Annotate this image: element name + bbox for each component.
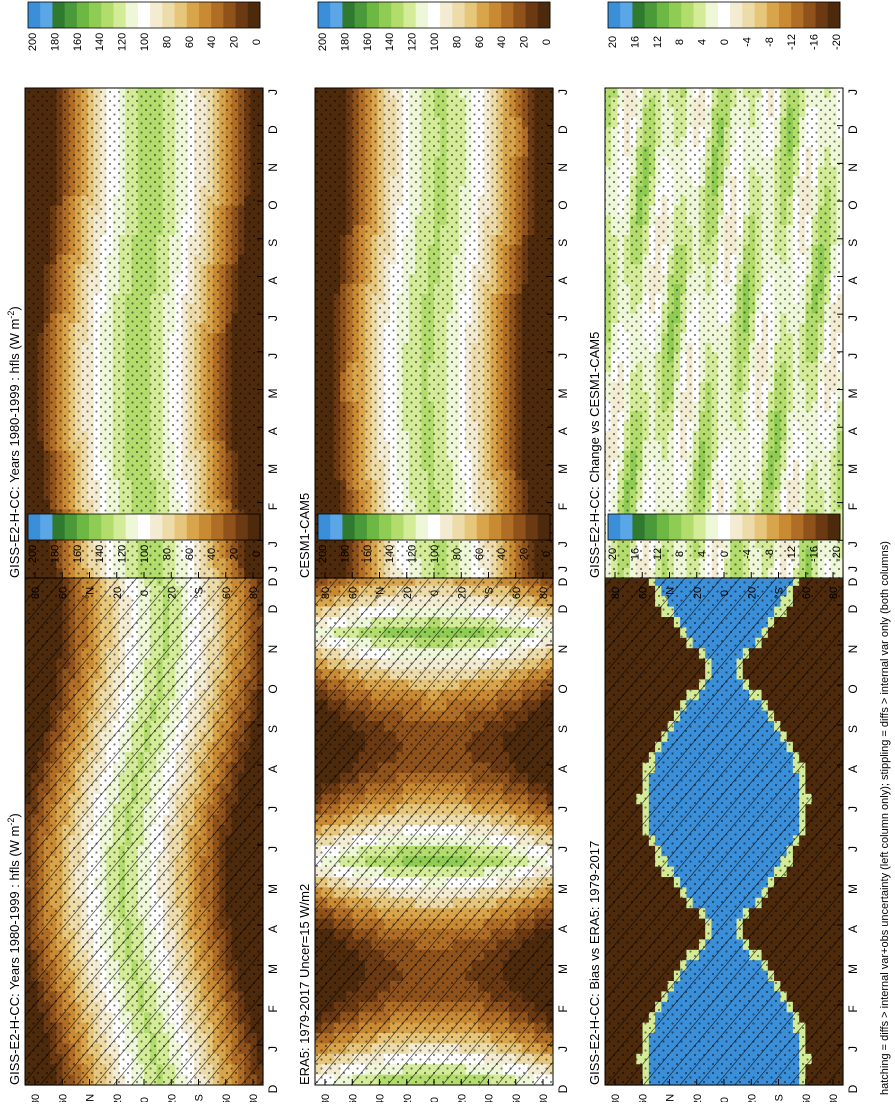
- month-tick-label: J: [266, 566, 280, 572]
- month-tick-label: N: [266, 645, 280, 654]
- lat-tick-label: °S: [194, 1094, 206, 1102]
- month-tick-label: F: [556, 1005, 570, 1012]
- lat-tick-label: 0: [139, 1097, 151, 1102]
- month-tick-label: M: [266, 884, 280, 894]
- lat-tick-label: 60: [221, 1094, 233, 1102]
- month-tick-label: M: [266, 964, 280, 974]
- month-tick-label: J: [266, 806, 280, 812]
- month-tick-label: A: [556, 925, 570, 933]
- lat-tick-label: 20: [112, 1094, 124, 1102]
- title-superscript: -2: [6, 818, 16, 826]
- month-tick-label: A: [266, 925, 280, 933]
- heatmap-panel-2: D J F M A M J J A S O N D J 80 60 40 20 0 20 40 60 80 ERA5: 197…: [297, 565, 570, 1102]
- lat-tick-label: 80: [248, 1094, 260, 1102]
- lat-tick-label: 20: [166, 1094, 178, 1102]
- month-tick-label: J: [556, 566, 570, 572]
- panel-title: ERA5: 1979-2017 Uncer=15 W/m2: [297, 884, 312, 1085]
- lat-tick-label: 0: [429, 1097, 441, 1102]
- month-tick-label: J: [266, 846, 280, 852]
- month-tick-label: F: [266, 1005, 280, 1012]
- hatch-overlay: [25, 565, 263, 1085]
- title-tail: ): [7, 813, 22, 817]
- lat-tick-label: 60: [347, 1094, 359, 1102]
- lat-tick-label: 40: [375, 1094, 387, 1102]
- month-tick-label: D: [266, 604, 280, 613]
- heatmap-panel-1: D J F M A M J J A S O N D J 80 60 °N 20 0 20 °S 60 80 GISS-E2-H…: [6, 565, 280, 1102]
- month-tick-label: D: [266, 1084, 280, 1093]
- month-tick-label: A: [556, 765, 570, 773]
- month-tick-label: J: [556, 1046, 570, 1052]
- month-tick-label: A: [266, 765, 280, 773]
- month-tick-label: S: [556, 725, 570, 733]
- lat-tick-label: °N: [85, 1094, 97, 1102]
- month-tick-label: S: [266, 725, 280, 733]
- lat-tick-label: 40: [484, 1094, 496, 1102]
- hatch-overlay: [315, 565, 553, 1085]
- lat-tick-label: 80: [30, 1094, 42, 1102]
- lat-tick-label: 80: [538, 1094, 550, 1102]
- month-tick-label: M: [556, 964, 570, 974]
- panel-title: GISS-E2-H-CC: Years 1980-1999 : hfls (W …: [6, 813, 22, 1085]
- month-tick-label: D: [556, 1084, 570, 1093]
- month-tick-label: D: [556, 604, 570, 613]
- lat-tick-label: 60: [511, 1094, 523, 1102]
- lat-tick-label: 60: [57, 1094, 69, 1102]
- month-tick-label: N: [556, 645, 570, 654]
- lat-tick-label: 20: [402, 1094, 414, 1102]
- month-tick-label: M: [556, 884, 570, 894]
- month-tick-label: O: [556, 684, 570, 693]
- month-tick-label: J: [556, 806, 570, 812]
- month-tick-label: O: [266, 684, 280, 693]
- lat-tick-label: 80: [320, 1094, 332, 1102]
- month-tick-label: J: [266, 1046, 280, 1052]
- month-tick-label: J: [556, 846, 570, 852]
- lat-tick-label: 20: [456, 1094, 468, 1102]
